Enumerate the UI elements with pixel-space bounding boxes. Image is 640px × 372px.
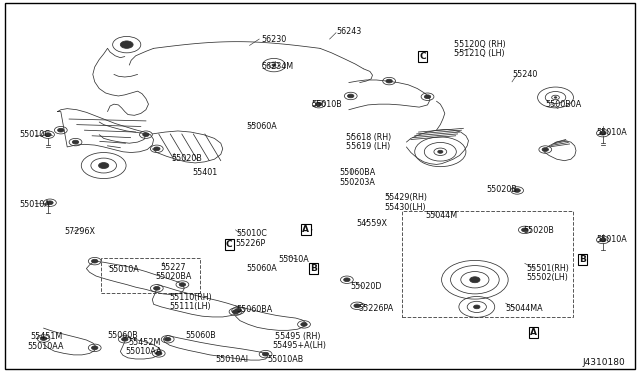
Circle shape bbox=[120, 41, 133, 48]
Circle shape bbox=[554, 97, 557, 98]
Text: 55020D: 55020D bbox=[351, 282, 382, 291]
Text: 55429(RH): 55429(RH) bbox=[384, 193, 427, 202]
Text: 55010AB: 55010AB bbox=[268, 355, 304, 364]
Text: 55502(LH): 55502(LH) bbox=[526, 273, 568, 282]
Text: C: C bbox=[226, 240, 232, 249]
Circle shape bbox=[40, 337, 47, 340]
Circle shape bbox=[424, 95, 431, 99]
Text: 55401: 55401 bbox=[192, 169, 217, 177]
Circle shape bbox=[47, 201, 53, 205]
Text: 55010A: 55010A bbox=[596, 235, 627, 244]
Text: 56230: 56230 bbox=[261, 35, 286, 44]
Text: 55495 (RH): 55495 (RH) bbox=[275, 332, 321, 341]
Text: 54559X: 54559X bbox=[356, 219, 387, 228]
Circle shape bbox=[58, 128, 64, 132]
Circle shape bbox=[600, 131, 606, 135]
Text: 55010AA: 55010AA bbox=[27, 342, 63, 351]
Text: 55110(RH): 55110(RH) bbox=[170, 293, 212, 302]
Text: 55010C: 55010C bbox=[19, 130, 50, 139]
Circle shape bbox=[542, 148, 548, 151]
Text: 55044M: 55044M bbox=[426, 211, 458, 220]
Text: 55121Q (LH): 55121Q (LH) bbox=[454, 49, 505, 58]
Text: 55060B: 55060B bbox=[108, 331, 138, 340]
Text: 55619 (LH): 55619 (LH) bbox=[346, 142, 390, 151]
Text: 5500B0A: 5500B0A bbox=[545, 100, 582, 109]
Text: 55451M: 55451M bbox=[31, 332, 63, 341]
Text: 55060BA: 55060BA bbox=[339, 169, 376, 177]
Text: 55020BA: 55020BA bbox=[155, 272, 191, 281]
Circle shape bbox=[143, 133, 149, 137]
Text: 56243: 56243 bbox=[336, 27, 361, 36]
Circle shape bbox=[438, 150, 443, 153]
Text: 55495+A(LH): 55495+A(LH) bbox=[272, 341, 326, 350]
Text: J4310180: J4310180 bbox=[582, 358, 625, 367]
Circle shape bbox=[99, 163, 109, 169]
Text: 55044MA: 55044MA bbox=[506, 304, 543, 312]
Circle shape bbox=[470, 277, 480, 283]
Text: 55020B: 55020B bbox=[524, 226, 554, 235]
Text: 55618 (RH): 55618 (RH) bbox=[346, 133, 391, 142]
Circle shape bbox=[122, 337, 128, 341]
Text: 55111(LH): 55111(LH) bbox=[170, 302, 211, 311]
Text: 55010AI: 55010AI bbox=[215, 355, 248, 364]
Circle shape bbox=[164, 337, 171, 341]
Text: 55240: 55240 bbox=[512, 70, 538, 79]
Circle shape bbox=[262, 352, 269, 356]
Circle shape bbox=[354, 304, 360, 308]
Text: 55060BA: 55060BA bbox=[237, 305, 273, 314]
Text: 55501(RH): 55501(RH) bbox=[526, 264, 569, 273]
Circle shape bbox=[348, 94, 354, 98]
Text: 55060A: 55060A bbox=[246, 122, 277, 131]
Circle shape bbox=[316, 102, 322, 106]
Text: 55430(LH): 55430(LH) bbox=[384, 203, 426, 212]
Circle shape bbox=[522, 228, 528, 232]
Text: 55060B: 55060B bbox=[186, 331, 216, 340]
Circle shape bbox=[154, 147, 160, 151]
Text: 55010AA: 55010AA bbox=[125, 347, 162, 356]
Text: A: A bbox=[531, 328, 537, 337]
Circle shape bbox=[344, 278, 350, 282]
Text: 55010A: 55010A bbox=[19, 200, 50, 209]
Text: 550203A: 550203A bbox=[339, 178, 375, 187]
Text: B: B bbox=[310, 264, 317, 273]
Circle shape bbox=[272, 64, 276, 66]
Circle shape bbox=[92, 346, 98, 350]
Circle shape bbox=[232, 310, 239, 314]
Text: 55226PA: 55226PA bbox=[358, 304, 394, 312]
Circle shape bbox=[72, 140, 79, 144]
Circle shape bbox=[386, 79, 392, 83]
Text: 55010A: 55010A bbox=[109, 265, 140, 274]
Text: A: A bbox=[303, 225, 309, 234]
Circle shape bbox=[179, 283, 186, 286]
Text: 55010C: 55010C bbox=[237, 229, 268, 238]
Text: 56234M: 56234M bbox=[261, 62, 293, 71]
Text: 55226P: 55226P bbox=[236, 239, 266, 248]
Text: 55452M: 55452M bbox=[128, 338, 161, 347]
Text: 55227: 55227 bbox=[160, 263, 186, 272]
Text: 55020B: 55020B bbox=[172, 154, 202, 163]
Circle shape bbox=[514, 189, 520, 192]
Text: 55010A: 55010A bbox=[278, 255, 309, 264]
Circle shape bbox=[92, 259, 98, 263]
Text: 55010A: 55010A bbox=[596, 128, 627, 137]
Bar bbox=[402, 211, 573, 317]
Circle shape bbox=[600, 238, 606, 242]
Text: 55010B: 55010B bbox=[311, 100, 342, 109]
Circle shape bbox=[474, 305, 480, 309]
Text: 57296X: 57296X bbox=[64, 227, 95, 236]
Circle shape bbox=[154, 286, 160, 290]
Circle shape bbox=[45, 133, 51, 137]
Circle shape bbox=[235, 309, 241, 312]
Text: B: B bbox=[579, 255, 586, 264]
Circle shape bbox=[301, 323, 307, 326]
Circle shape bbox=[156, 352, 162, 355]
Text: 55120Q (RH): 55120Q (RH) bbox=[454, 40, 506, 49]
Bar bbox=[101, 258, 200, 293]
Text: C: C bbox=[419, 52, 426, 61]
Text: 55060A: 55060A bbox=[246, 264, 277, 273]
Text: 55020B: 55020B bbox=[486, 185, 517, 194]
